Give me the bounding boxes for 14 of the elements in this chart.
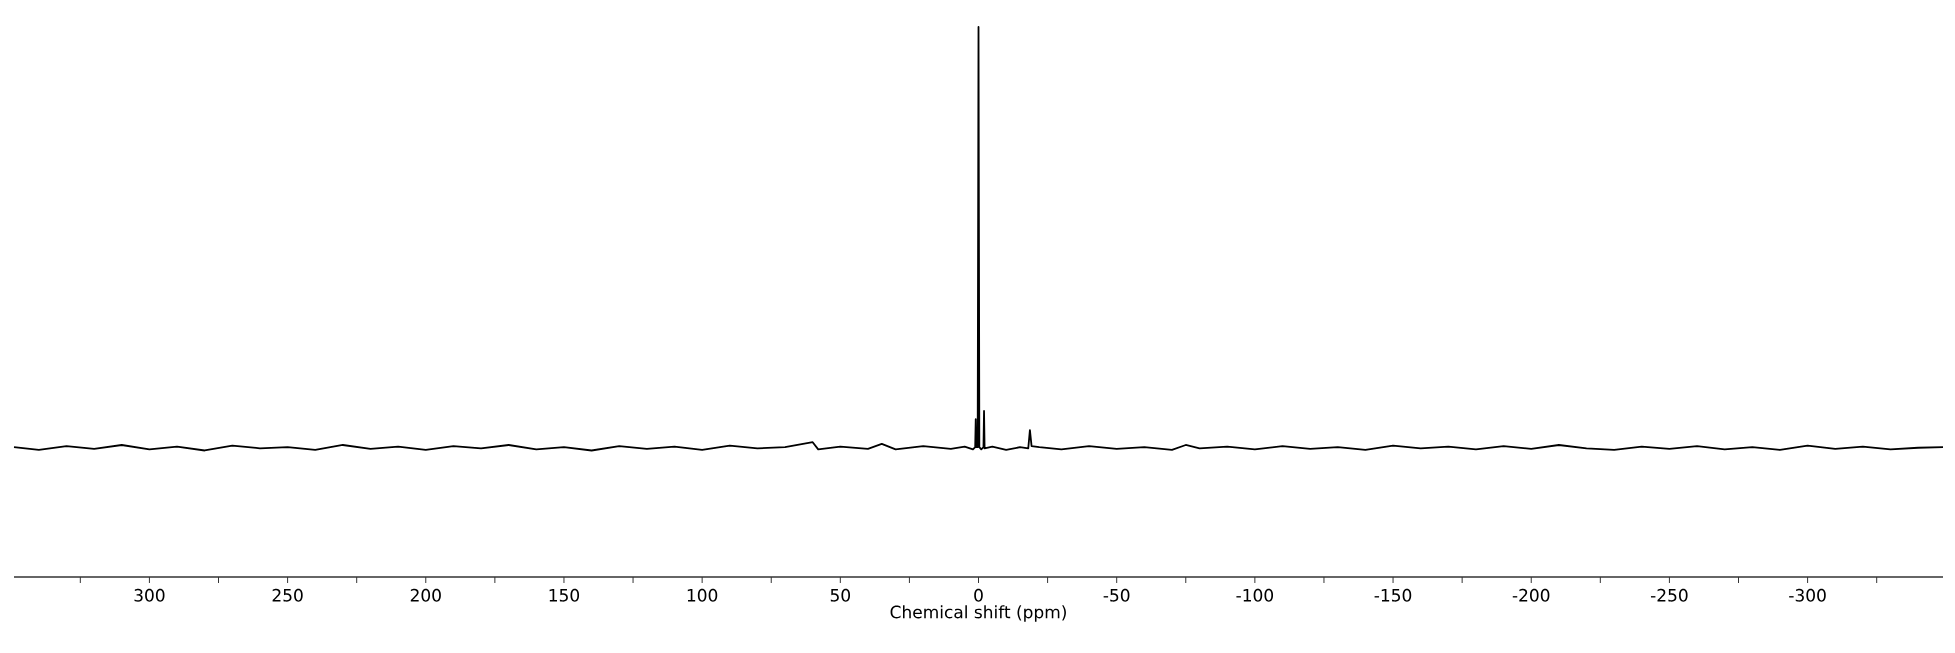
x-tick-label: 200 [410,588,441,602]
x-tick-label: 300 [134,588,165,602]
x-tick-label: -50 [1103,588,1130,602]
x-tick-label: -150 [1374,588,1412,602]
x-tick-label: -100 [1236,588,1274,602]
x-tick-label: 50 [830,588,851,602]
x-tick-label: 250 [272,588,303,602]
x-tick-label: 150 [549,588,580,602]
x-tick-label: -300 [1789,588,1826,602]
x-axis-title: Chemical shift (ppm) [890,605,1066,622]
x-tick-label: -200 [1512,588,1550,602]
x-tick-label: 100 [687,588,718,602]
x-tick-label: 0 [974,588,983,602]
x-tick-label: -250 [1650,588,1688,602]
